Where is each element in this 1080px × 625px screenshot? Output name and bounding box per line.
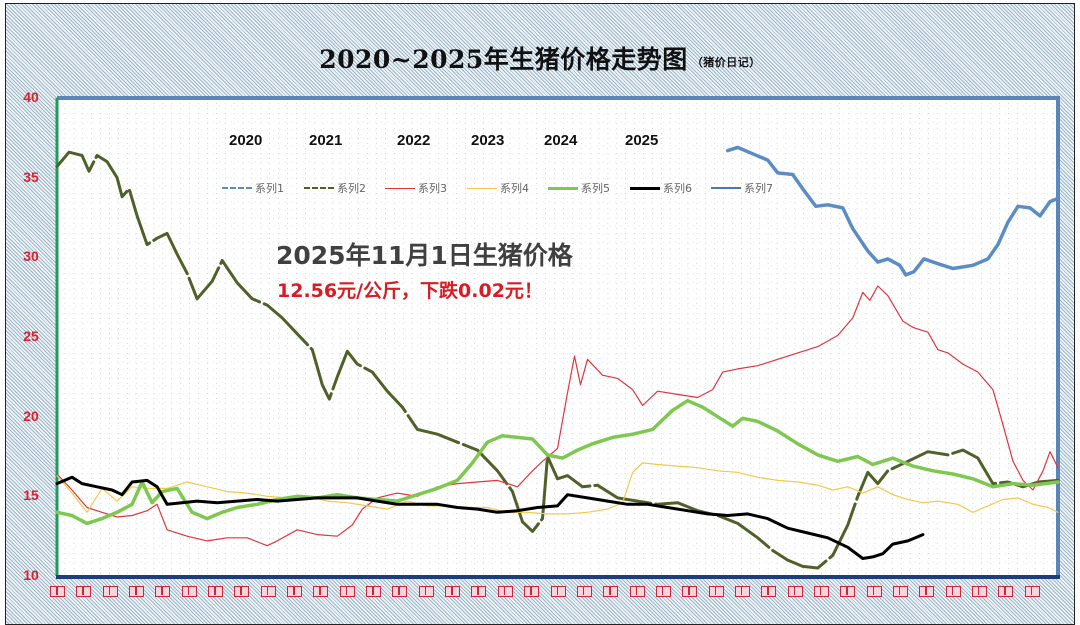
legend-item: 系列4 <box>467 181 529 195</box>
series-line-1 <box>55 150 1060 570</box>
y-tick-label: 30 <box>23 248 39 265</box>
series-line-2 <box>56 285 1059 547</box>
x-tick-label <box>629 586 645 597</box>
series-line-5 <box>55 475 925 560</box>
plot-area <box>55 96 1060 579</box>
x-tick-label <box>892 586 908 597</box>
legend-item: 系列6 <box>630 181 692 195</box>
legend-swatch <box>711 187 741 189</box>
x-tick-label <box>471 586 487 597</box>
legend-label: 系列7 <box>744 182 773 195</box>
x-tick-label <box>497 586 513 597</box>
x-tick-label <box>761 586 777 597</box>
legend-label: 系列2 <box>337 182 366 195</box>
chart-title-sub: （猪价日记） <box>691 55 761 69</box>
y-tick-label: 20 <box>23 407 39 424</box>
series-line-6 <box>725 145 1060 277</box>
x-tick-label <box>234 586 250 597</box>
series-line-4 <box>55 398 1060 526</box>
legend-label: 系列6 <box>663 182 692 195</box>
x-tick-label <box>1024 586 1040 597</box>
x-tick-label <box>550 586 566 597</box>
legend-label: 系列1 <box>255 182 284 195</box>
x-tick-label <box>708 586 724 597</box>
x-tick-label <box>655 586 671 597</box>
x-tick-label <box>181 586 197 597</box>
chart-title-main: 2020~2025年生猪价格走势图 <box>319 45 688 74</box>
legend-item: 系列1 <box>222 181 284 195</box>
x-tick-label <box>366 586 382 597</box>
legend-swatch <box>385 187 415 189</box>
x-tick-label <box>971 586 987 597</box>
legend-label: 系列3 <box>418 182 447 195</box>
legend-label: 系列4 <box>500 182 529 195</box>
legend-swatch <box>304 187 334 189</box>
legend-item: 系列5 <box>548 181 610 195</box>
year-label: 2020 <box>229 132 263 149</box>
x-tick-label <box>998 586 1014 597</box>
year-label: 2021 <box>309 132 343 149</box>
year-label: 2025 <box>625 132 659 149</box>
legend-label: 系列5 <box>581 182 610 195</box>
x-tick-label <box>840 586 856 597</box>
x-tick-label <box>734 586 750 597</box>
annotation-date-title: 2025年11月1日生猪价格 <box>276 241 573 270</box>
annotation-price: 12.56元/公斤，下跌0.02元！ <box>277 280 543 302</box>
x-tick-label <box>260 586 276 597</box>
x-tick-label <box>155 586 171 597</box>
x-tick-label <box>682 586 698 597</box>
legend-item: 系列7 <box>711 181 773 195</box>
legend-swatch <box>467 187 497 189</box>
x-tick-label <box>313 586 329 597</box>
x-tick-label <box>576 586 592 597</box>
x-tick-label <box>76 586 92 597</box>
x-tick-label <box>787 586 803 597</box>
legend-swatch <box>630 186 660 190</box>
x-tick-label <box>287 586 303 597</box>
legend-swatch <box>548 186 578 190</box>
series-line-3 <box>56 462 1059 515</box>
y-tick-label: 40 <box>23 89 39 105</box>
chart-title: 2020~2025年生猪价格走势图 （猪价日记） <box>0 40 1080 76</box>
x-tick-label <box>102 586 118 597</box>
legend-swatch <box>222 187 252 189</box>
x-tick-label <box>603 586 619 597</box>
legend-item: 系列3 <box>385 181 447 195</box>
y-tick-label: 15 <box>23 487 39 504</box>
y-tick-label: 35 <box>23 168 39 185</box>
legend-item: 系列2 <box>304 181 366 195</box>
y-tick-label: 25 <box>23 328 39 344</box>
x-tick-label <box>866 586 882 597</box>
year-label: 2024 <box>544 132 578 149</box>
x-tick-label <box>392 586 408 597</box>
x-tick-label <box>524 586 540 597</box>
plot-background <box>57 98 1058 576</box>
y-tick-label: 10 <box>23 567 39 583</box>
x-tick-label <box>129 586 145 597</box>
x-tick-label <box>418 586 434 597</box>
year-label: 2023 <box>471 132 505 149</box>
x-tick-label <box>919 586 935 597</box>
x-tick-label <box>339 586 355 597</box>
x-tick-label <box>445 586 461 597</box>
x-tick-label <box>945 586 961 597</box>
x-tick-label <box>50 586 65 597</box>
x-tick-label <box>208 586 224 597</box>
year-label: 2022 <box>397 132 431 149</box>
x-tick-label <box>813 586 829 597</box>
